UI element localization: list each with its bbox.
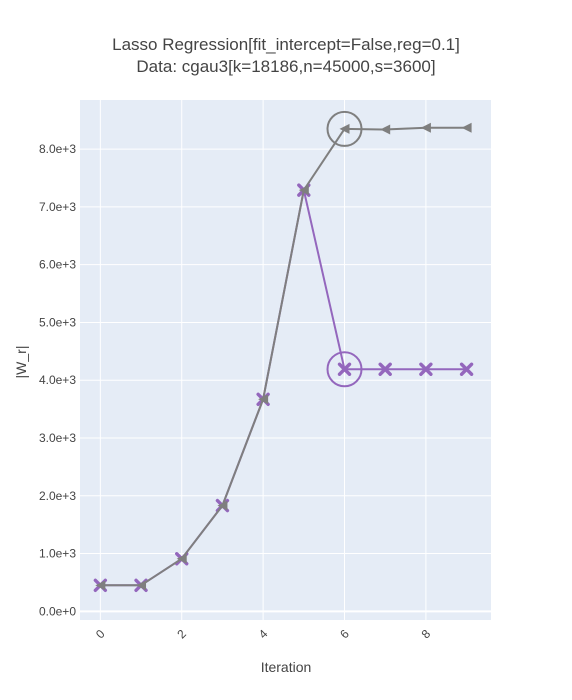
series-line xyxy=(100,126,467,587)
chart-subtitle: Data: cgau3[k=18186,n=45000,s=3600] xyxy=(136,57,435,76)
highlight-circle xyxy=(326,110,363,147)
x-tick-label: 8 xyxy=(419,626,434,641)
triangle-marker xyxy=(258,394,269,405)
y-axis-title: |W_r| xyxy=(13,346,29,379)
x-marker xyxy=(337,362,352,376)
x-marker xyxy=(419,362,433,376)
tick-labels: 0.0e+0 1.0e+3 2.0e+3 3.0e+3 4.0e+3 5.0e+3 6.0e… xyxy=(39,142,433,641)
triangle-marker xyxy=(136,580,147,591)
x-tick-label: 2 xyxy=(174,626,189,641)
x-tick-label: 4 xyxy=(256,626,271,641)
chart-title: Lasso Regression[fit_intercept=False,reg… xyxy=(112,35,460,54)
triangle-marker xyxy=(461,122,472,133)
x-marker xyxy=(459,362,474,376)
x-tick-label: 6 xyxy=(337,626,352,641)
x-tick-label: 0 xyxy=(93,626,108,641)
y-tick-label: 4.0e+3 xyxy=(39,373,76,387)
y-tick-label: 5.0e+3 xyxy=(39,315,76,329)
y-tick-label: 8.0e+3 xyxy=(39,142,76,156)
y-tick-label: 3.0e+3 xyxy=(39,431,76,445)
y-tick-label: 6.0e+3 xyxy=(39,258,76,272)
x-axis-title: Iteration xyxy=(261,659,312,675)
y-tick-label: 0.0e+0 xyxy=(39,604,76,618)
triangle-marker xyxy=(380,124,391,135)
triangle-marker xyxy=(298,185,309,196)
y-tick-label: 7.0e+3 xyxy=(39,200,76,214)
triangle-marker xyxy=(420,122,431,133)
grid xyxy=(80,100,491,620)
triangle-marker xyxy=(176,553,187,564)
triangle-marker xyxy=(339,123,350,134)
highlight-circle xyxy=(326,351,363,388)
triangle-marker xyxy=(217,500,228,511)
x-marker xyxy=(378,362,392,376)
y-tick-label: 1.0e+3 xyxy=(39,547,76,561)
triangle-marker xyxy=(95,580,106,591)
plot-area xyxy=(80,100,491,620)
y-tick-label: 2.0e+3 xyxy=(39,489,76,503)
series-1 xyxy=(95,110,472,591)
series-layer xyxy=(93,110,474,593)
